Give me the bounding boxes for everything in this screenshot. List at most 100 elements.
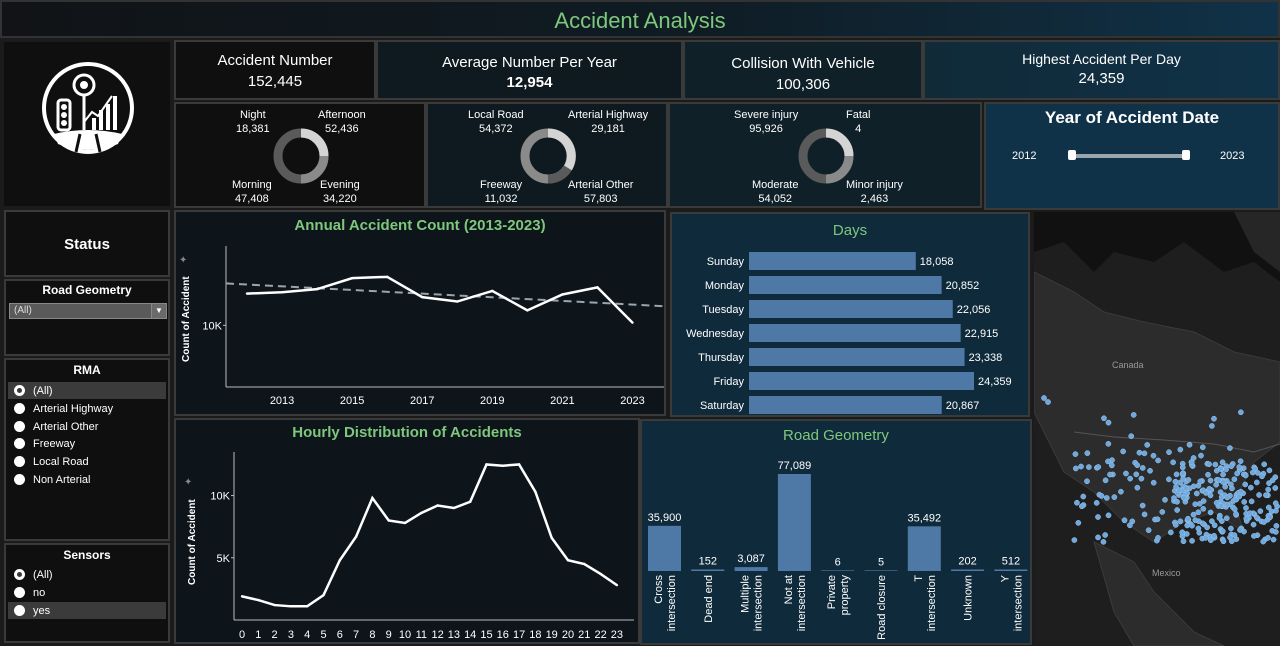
rma-option[interactable]: Arterial Other — [8, 418, 166, 435]
logo-panel — [2, 40, 172, 208]
x-tick-label: 15 — [480, 629, 492, 641]
rma-option[interactable]: (All) — [8, 382, 166, 399]
accident-location-dot — [1217, 489, 1224, 496]
accident-location-dot — [1231, 476, 1238, 483]
x-tick-label: 17 — [513, 629, 525, 641]
donut-label-freeway: Freeway 11,032 — [480, 179, 523, 205]
donut-panel-time-of-day: Night 18,381 Afternoon 52,436 Morning 47,40… — [174, 102, 426, 208]
kpi-accident-number: Accident Number 152,445 — [174, 40, 376, 100]
data-point — [403, 521, 407, 525]
year-slider-min-handle[interactable] — [1068, 150, 1076, 160]
geometry-bar — [648, 525, 681, 571]
geometry-category-line: Cross — [653, 575, 665, 604]
kpi-label: Collision With Vehicle — [731, 55, 875, 72]
geometry-category-line: Road closure — [876, 575, 888, 640]
accident-location-dot — [1273, 507, 1279, 514]
x-tick-label: 5 — [320, 629, 326, 641]
data-point — [599, 572, 602, 576]
road-geometry-chart-title: Road Geometry — [783, 427, 889, 444]
map-label-canada: Canada — [1112, 360, 1144, 370]
accident-location-dot — [1243, 515, 1250, 522]
day-value-label: 20,867 — [946, 400, 980, 412]
accident-location-dot — [1095, 464, 1102, 470]
radio-selected-icon — [14, 569, 25, 580]
accident-location-dot — [1251, 533, 1257, 539]
x-tick-label: 4 — [304, 629, 310, 641]
geometry-value-label: 5 — [878, 556, 884, 568]
accident-location-dot — [1261, 519, 1267, 525]
data-point — [354, 535, 358, 538]
accident-location-dot — [1177, 518, 1184, 525]
accident-map[interactable]: Canada Mexico — [1034, 212, 1280, 646]
data-point — [534, 490, 537, 494]
accident-location-dot — [1272, 485, 1279, 491]
accident-location-dot — [1084, 478, 1090, 485]
year-slider-max-handle[interactable] — [1182, 150, 1190, 160]
data-point — [452, 506, 456, 510]
accident-location-dot — [1172, 478, 1179, 485]
annual-line-chart: 2013 2015 2017 2019 2021 2023 10K Count of Acci… — [179, 246, 664, 407]
accident-location-dot — [1220, 471, 1226, 478]
series-line — [241, 463, 618, 608]
day-bar — [749, 348, 965, 366]
day-value-label: 20,852 — [946, 280, 980, 292]
kpi-value: 152,445 — [247, 73, 303, 90]
x-tick-label: 20 — [562, 629, 574, 641]
radio-icon — [14, 587, 25, 598]
accident-location-dot — [1071, 537, 1078, 543]
y-tick-label: 10K — [210, 491, 230, 503]
x-tick-label: 12 — [431, 629, 443, 641]
rma-option[interactable]: Local Road — [8, 453, 166, 470]
accident-location-dot — [1197, 478, 1204, 485]
data-point — [526, 309, 529, 312]
accident-location-dot — [1101, 415, 1107, 422]
accident-location-dot — [1185, 515, 1191, 522]
sensors-option[interactable]: (All) — [8, 566, 166, 583]
geometry-category-line: property — [839, 575, 851, 616]
data-point — [306, 605, 309, 608]
accident-location-dot — [1084, 450, 1091, 456]
geometry-category-label: Not at intersection — [783, 575, 808, 631]
donut-chart-time — [273, 128, 329, 184]
accident-location-dot — [1085, 464, 1092, 470]
data-point — [566, 559, 570, 562]
accident-location-dot — [1217, 466, 1224, 472]
accident-location-dot — [1204, 524, 1210, 531]
radio-icon — [14, 403, 25, 414]
accident-location-dot — [1098, 493, 1105, 499]
accident-location-dot — [1189, 537, 1195, 544]
x-tick-label: 7 — [353, 629, 359, 641]
rma-option[interactable]: Arterial Highway — [8, 400, 166, 417]
accident-location-dot — [1215, 477, 1222, 483]
accident-location-dot — [1203, 490, 1209, 496]
geometry-category-line: intersection — [666, 575, 678, 631]
accident-location-dot — [1211, 532, 1217, 539]
data-point — [421, 295, 424, 299]
accident-location-dot — [1167, 529, 1174, 536]
data-point — [273, 603, 276, 607]
annual-chart-title: Annual Accident Count (2013-2023) — [294, 217, 546, 234]
sensors-option[interactable]: yes — [8, 602, 166, 619]
status-title: Status — [64, 236, 110, 253]
donut-chart-injury — [798, 128, 854, 184]
x-tick-label: 9 — [386, 629, 392, 641]
accident-location-dot — [1269, 477, 1276, 484]
x-tick-label: 2019 — [480, 395, 504, 407]
day-label: Tuesday — [702, 304, 744, 316]
pin-icon: ✦ — [179, 255, 187, 266]
geometry-category-label: Road closure — [876, 575, 888, 640]
x-tick-label: 18 — [529, 629, 541, 641]
traffic-analytics-logo-icon — [42, 62, 134, 154]
year-slider-track[interactable] — [1072, 154, 1186, 158]
rma-option[interactable]: Non Arterial — [8, 471, 166, 488]
geometry-bar — [734, 567, 768, 571]
accident-location-dot — [1250, 521, 1257, 528]
data-point — [469, 500, 472, 503]
accident-location-dot — [1273, 523, 1280, 529]
road-geometry-dropdown[interactable]: (All) ▼ — [9, 303, 167, 319]
accident-location-dot — [1213, 481, 1219, 488]
rma-option[interactable]: Freeway — [8, 435, 166, 452]
accident-location-dot — [1200, 498, 1207, 504]
sensors-option[interactable]: no — [8, 584, 166, 601]
